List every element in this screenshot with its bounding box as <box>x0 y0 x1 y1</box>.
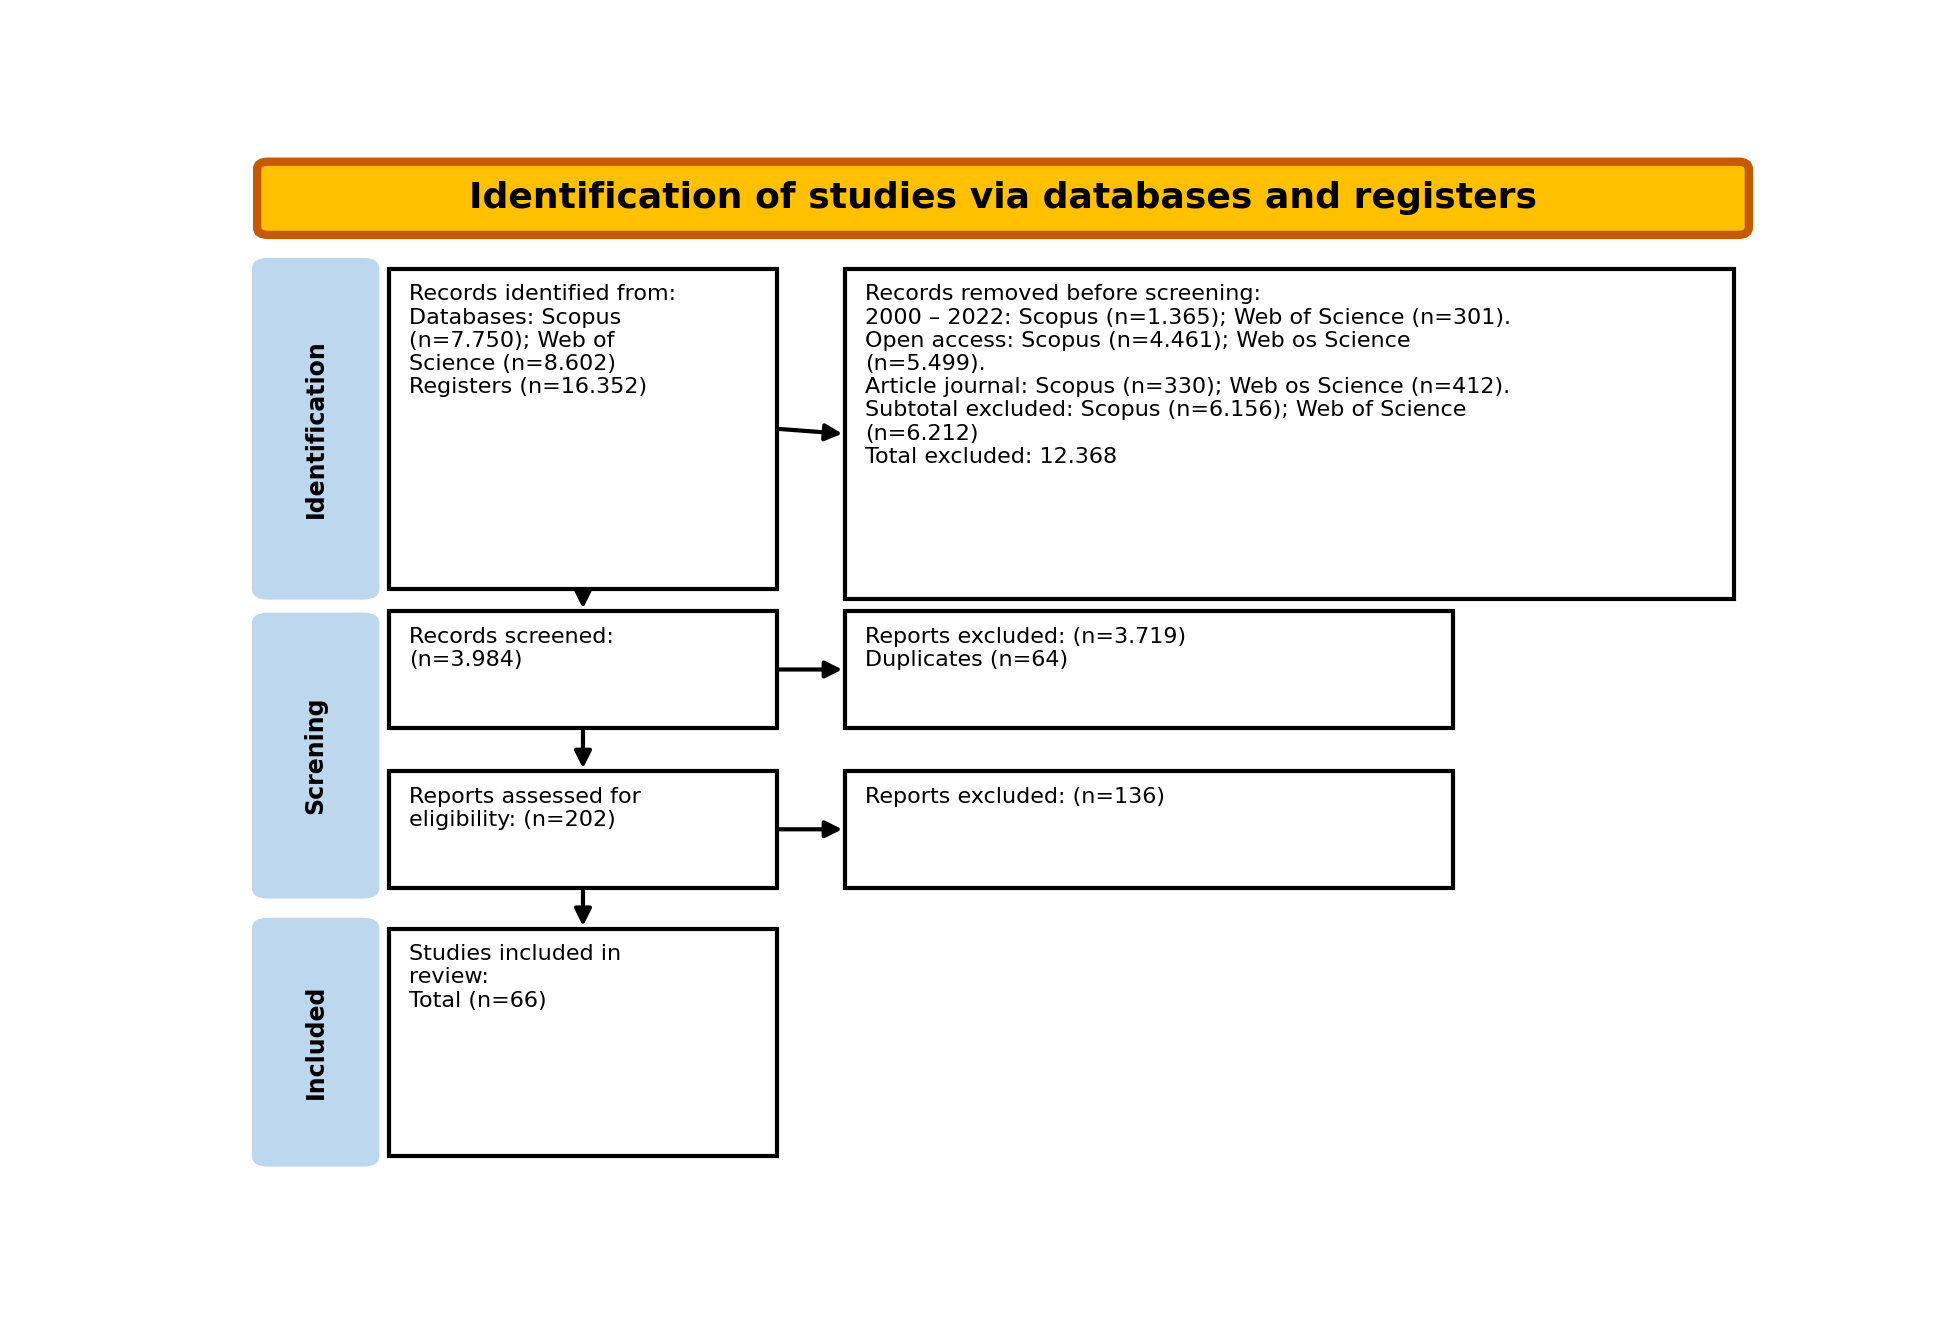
FancyBboxPatch shape <box>253 613 378 898</box>
FancyBboxPatch shape <box>845 771 1452 888</box>
FancyBboxPatch shape <box>390 269 776 589</box>
FancyBboxPatch shape <box>845 269 1733 599</box>
Text: Reports assessed for
eligibility: (n=202): Reports assessed for eligibility: (n=202… <box>410 786 641 830</box>
FancyBboxPatch shape <box>257 162 1748 234</box>
Text: Identification of studies via databases and registers: Identification of studies via databases … <box>468 181 1537 216</box>
Text: Records removed before screening:
2000 – 2022: Scopus (n=1.365); Web of Science : Records removed before screening: 2000 –… <box>864 284 1511 467</box>
Text: Studies included in
review:
Total (n=66): Studies included in review: Total (n=66) <box>410 944 621 1011</box>
Text: Screning: Screning <box>304 696 327 814</box>
FancyBboxPatch shape <box>390 929 776 1156</box>
FancyBboxPatch shape <box>390 771 776 888</box>
Text: Reports excluded: (n=3.719)
Duplicates (n=64): Reports excluded: (n=3.719) Duplicates (… <box>864 627 1186 670</box>
Text: Reports excluded: (n=136): Reports excluded: (n=136) <box>864 786 1164 806</box>
FancyBboxPatch shape <box>253 919 378 1166</box>
FancyBboxPatch shape <box>390 611 776 727</box>
FancyBboxPatch shape <box>253 258 378 599</box>
FancyBboxPatch shape <box>845 611 1452 727</box>
Text: Records identified from:
Databases: Scopus
(n=7.750); Web of
Science (n=8.602)
R: Records identified from: Databases: Scop… <box>410 284 676 398</box>
Text: Identification: Identification <box>304 339 327 518</box>
Text: Records screened:
(n=3.984): Records screened: (n=3.984) <box>410 627 613 670</box>
Text: Included: Included <box>304 986 327 1099</box>
